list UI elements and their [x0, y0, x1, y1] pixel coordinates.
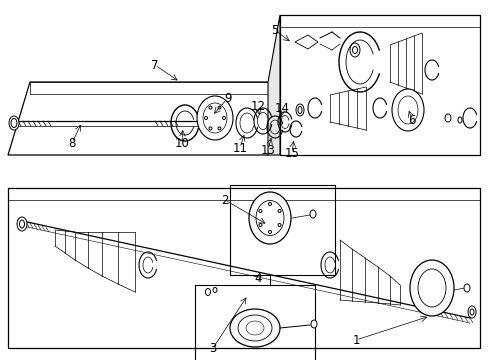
- Text: 1: 1: [351, 333, 359, 346]
- Polygon shape: [267, 15, 280, 155]
- Ellipse shape: [213, 288, 217, 292]
- Ellipse shape: [352, 46, 357, 54]
- Ellipse shape: [259, 224, 262, 226]
- Ellipse shape: [9, 116, 19, 130]
- Ellipse shape: [17, 217, 27, 231]
- Ellipse shape: [256, 201, 284, 235]
- Ellipse shape: [457, 117, 461, 123]
- Text: 8: 8: [68, 136, 76, 149]
- Text: 2: 2: [221, 194, 228, 207]
- Ellipse shape: [197, 96, 232, 140]
- Text: 3: 3: [209, 342, 216, 355]
- Ellipse shape: [248, 192, 290, 244]
- Polygon shape: [8, 82, 289, 155]
- Ellipse shape: [297, 107, 302, 113]
- Ellipse shape: [391, 89, 423, 131]
- Ellipse shape: [245, 321, 264, 335]
- Polygon shape: [294, 35, 317, 49]
- Ellipse shape: [238, 315, 271, 341]
- Ellipse shape: [222, 117, 225, 120]
- Text: 13: 13: [260, 144, 275, 157]
- Ellipse shape: [218, 106, 221, 109]
- Text: 14: 14: [274, 102, 289, 114]
- Ellipse shape: [469, 309, 473, 315]
- Text: 10: 10: [174, 136, 189, 149]
- Ellipse shape: [205, 288, 210, 296]
- Ellipse shape: [417, 269, 445, 307]
- Ellipse shape: [444, 114, 450, 122]
- Ellipse shape: [218, 127, 221, 130]
- Ellipse shape: [309, 210, 315, 218]
- Ellipse shape: [349, 43, 359, 57]
- Ellipse shape: [259, 210, 262, 212]
- Ellipse shape: [11, 118, 17, 127]
- Text: 5: 5: [271, 23, 278, 36]
- Ellipse shape: [409, 260, 453, 316]
- Text: 11: 11: [232, 141, 247, 154]
- Text: 6: 6: [407, 113, 415, 126]
- Ellipse shape: [278, 224, 281, 226]
- Ellipse shape: [204, 117, 207, 120]
- Ellipse shape: [203, 103, 226, 133]
- Text: 4: 4: [254, 271, 261, 284]
- Text: 12: 12: [250, 99, 265, 113]
- Ellipse shape: [268, 230, 271, 234]
- Text: 7: 7: [151, 59, 159, 72]
- Ellipse shape: [310, 320, 316, 328]
- Ellipse shape: [208, 127, 212, 130]
- Text: 9: 9: [224, 91, 231, 104]
- Ellipse shape: [463, 284, 469, 292]
- Ellipse shape: [295, 104, 304, 116]
- Polygon shape: [8, 188, 479, 348]
- Ellipse shape: [20, 220, 24, 228]
- Ellipse shape: [208, 106, 212, 109]
- Text: 15: 15: [284, 147, 299, 159]
- Ellipse shape: [397, 96, 417, 124]
- Ellipse shape: [467, 306, 475, 318]
- Polygon shape: [280, 15, 479, 155]
- Ellipse shape: [268, 202, 271, 206]
- Ellipse shape: [278, 210, 281, 212]
- Ellipse shape: [229, 309, 280, 347]
